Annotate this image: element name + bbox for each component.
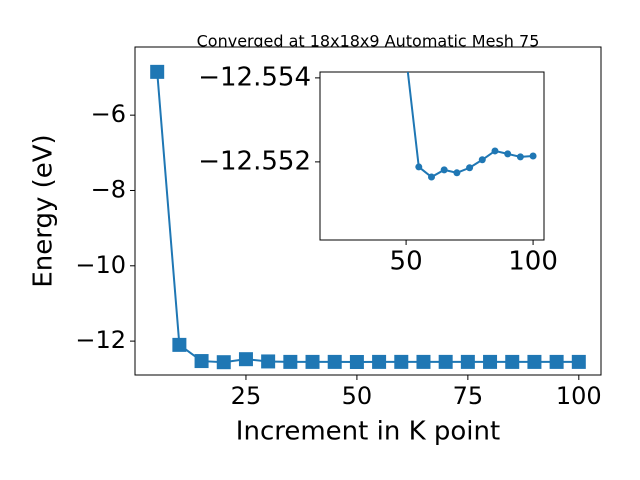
- point: [527, 354, 542, 369]
- point: [483, 354, 498, 369]
- point: [372, 354, 387, 369]
- y-tick-label: −12.554: [198, 62, 311, 92]
- point: [283, 354, 298, 369]
- x-tick-label: 50: [390, 247, 423, 277]
- point: [460, 354, 475, 369]
- point: [172, 337, 187, 352]
- point: [415, 163, 423, 171]
- series: [406, 72, 537, 181]
- y-tick-label: −8: [91, 175, 126, 203]
- point: [549, 354, 564, 369]
- point: [216, 355, 231, 370]
- point: [238, 352, 253, 367]
- point: [571, 354, 586, 369]
- x-axis-label: Increment in K point: [236, 417, 500, 447]
- y-tick-label: −12: [75, 326, 126, 354]
- point: [394, 354, 409, 369]
- x-tick-label: 75: [453, 382, 484, 410]
- x-tick-label: 100: [556, 382, 602, 410]
- point: [349, 354, 364, 369]
- point: [491, 147, 499, 155]
- y-tick-label: −10: [75, 251, 126, 279]
- y-tick-label: −12.552: [198, 146, 311, 176]
- x-tick-label: 50: [342, 382, 373, 410]
- point: [305, 354, 320, 369]
- point: [327, 354, 342, 369]
- point: [194, 354, 209, 369]
- x-tick-label: 100: [508, 247, 558, 277]
- y-tick-label: −6: [91, 100, 126, 128]
- point: [427, 173, 435, 181]
- point: [261, 354, 276, 369]
- point: [478, 156, 486, 164]
- point: [529, 152, 537, 160]
- point: [505, 354, 520, 369]
- series: [150, 64, 586, 370]
- point: [150, 64, 165, 79]
- point: [416, 354, 431, 369]
- point: [440, 166, 448, 174]
- point: [504, 150, 512, 158]
- point: [466, 164, 474, 172]
- chart-title: Converged at 18x18x9 Automatic Mesh 75: [197, 32, 540, 51]
- point: [453, 169, 461, 177]
- x-tick-label: 25: [231, 382, 262, 410]
- point: [438, 354, 453, 369]
- point: [516, 153, 524, 161]
- y-axis-label: Energy (eV): [29, 134, 59, 287]
